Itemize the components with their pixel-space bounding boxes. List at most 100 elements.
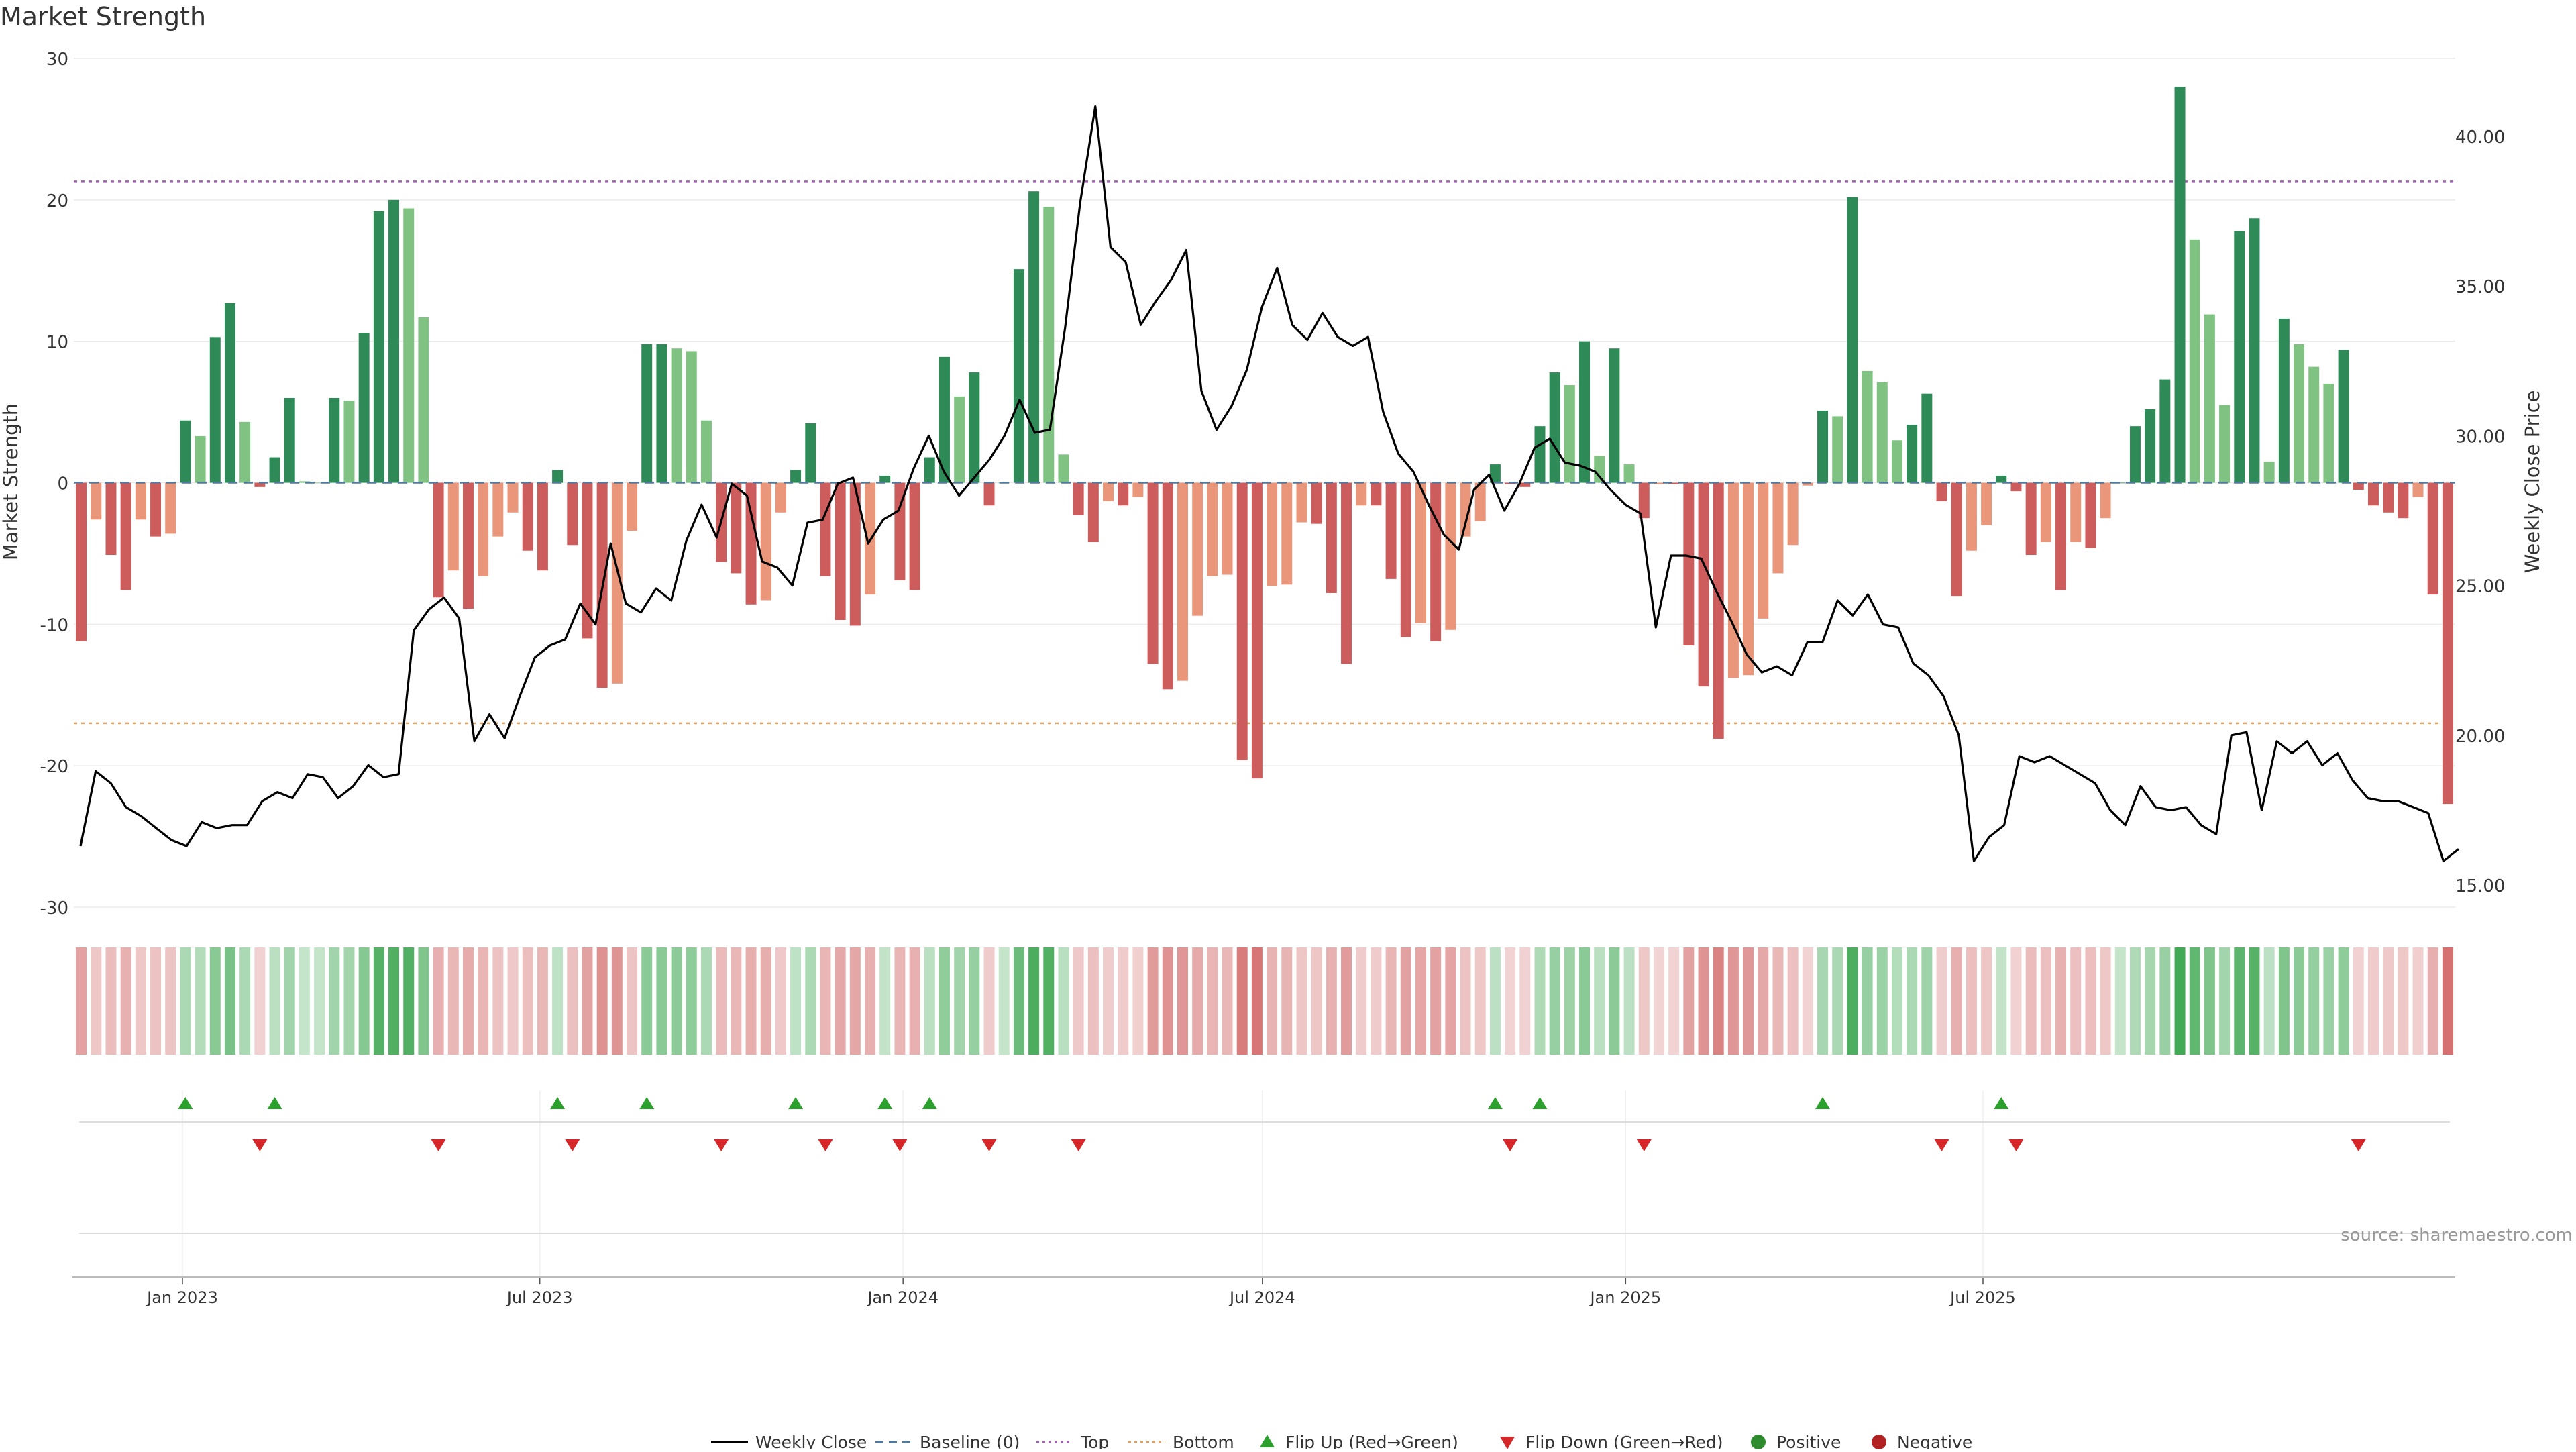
strength-bar [209, 337, 221, 483]
weekly-close-line [79, 105, 2459, 862]
y2-tick-label: 25.00 [2455, 577, 2505, 597]
threshold-lines [74, 180, 2455, 725]
strength-bar [2025, 482, 2037, 556]
flip-up-marker [639, 1097, 655, 1109]
legend-label: Flip Down (Green→Red) [1525, 1433, 1723, 1449]
strength-bar [1594, 456, 1605, 483]
strength-bar [1564, 385, 1575, 483]
heat-cell [1400, 947, 1411, 1055]
grid [74, 58, 2455, 1285]
heat-cell [2353, 947, 2364, 1055]
strength-bar [2278, 318, 2290, 483]
strength-bar [299, 481, 310, 483]
flip-up-marker [1487, 1097, 1503, 1109]
heat-cell [671, 947, 682, 1055]
heat-cell [1474, 947, 1486, 1055]
heat-cell [1489, 947, 1501, 1055]
strength-bar [1326, 482, 1337, 593]
heat-cell [91, 947, 102, 1055]
strength-bar [641, 344, 653, 483]
heat-cell [1966, 947, 1977, 1055]
heat-cell [433, 947, 444, 1055]
strength-bars [76, 87, 2453, 805]
strength-bar [1192, 482, 1203, 616]
strength-bar [2308, 366, 2320, 483]
strength-bar [418, 317, 429, 483]
heat-cell [1445, 947, 1456, 1055]
legend-label: Flip Up (Red→Green) [1285, 1433, 1458, 1449]
heat-cell [1236, 947, 1248, 1055]
heat-cell [2294, 947, 2305, 1055]
y2-tick-label: 40.00 [2455, 127, 2505, 148]
flip-down-marker [565, 1139, 580, 1151]
flip-down-marker [2008, 1139, 2024, 1151]
x-tick-label: Jul 2025 [1949, 1288, 2016, 1307]
heat-cell [1177, 947, 1188, 1055]
flip-down-marker [1636, 1139, 1652, 1151]
y2-tick-label: 30.00 [2455, 427, 2505, 447]
flip-down-marker [2351, 1139, 2366, 1151]
strength-bar [1474, 482, 1486, 521]
strength-bar [2249, 218, 2260, 483]
strength-bar [462, 482, 474, 609]
strength-bar [1534, 426, 1546, 483]
heat-cell [2219, 947, 2231, 1055]
heat-cell [1534, 947, 1546, 1055]
strength-bar [656, 344, 667, 483]
heat-cell [1118, 947, 1129, 1055]
heat-cell [1281, 947, 1293, 1055]
heat-cell [209, 947, 221, 1055]
strength-bar [1787, 482, 1799, 546]
strength-bar [2204, 314, 2215, 483]
heat-cell [195, 947, 206, 1055]
heat-cell [1564, 947, 1575, 1055]
heat-cell [924, 947, 935, 1055]
heat-cell [1594, 947, 1605, 1055]
strength-bar [1623, 464, 1635, 483]
heat-cell [373, 947, 384, 1055]
heat-cell [1311, 947, 1322, 1055]
strength-bar [2174, 87, 2186, 483]
strength-bar [2323, 383, 2334, 483]
strength-bar [1489, 464, 1501, 483]
heat-cell [2442, 947, 2453, 1055]
strength-bar [1267, 482, 1278, 586]
strength-bar [924, 457, 935, 483]
strength-bar [1907, 425, 1918, 483]
heat-cell [2204, 947, 2215, 1055]
heat-cell [254, 947, 266, 1055]
heat-cell [1951, 947, 1962, 1055]
y-tick-label: -30 [40, 898, 68, 919]
heat-cell [1043, 947, 1055, 1055]
heat-cell [716, 947, 727, 1055]
y2-axis-label: Weekly Close Price [2521, 391, 2544, 574]
strength-bar [2010, 482, 2022, 492]
flip-up-marker [267, 1097, 282, 1109]
strength-bar [2427, 482, 2438, 595]
flip-up-marker [550, 1097, 566, 1109]
heat-cell [1921, 947, 1933, 1055]
strength-bar [1668, 482, 1680, 484]
strength-bar [373, 211, 384, 483]
heat-cell [909, 947, 920, 1055]
heat-cell [2159, 947, 2171, 1055]
heat-cell [2100, 947, 2111, 1055]
heat-cell [1638, 947, 1650, 1055]
heat-cell [1668, 947, 1680, 1055]
heat-cell [2338, 947, 2349, 1055]
heat-cell [775, 947, 786, 1055]
strength-bar [611, 482, 623, 684]
legend-triangle-up-icon [1260, 1435, 1275, 1447]
heat-cell [1623, 947, 1635, 1055]
strength-bar [2100, 482, 2111, 519]
heat-cell [1087, 947, 1099, 1055]
heat-cell [2263, 947, 2275, 1055]
strength-bar [1966, 482, 1977, 551]
legend: Weekly Close Baseline (0) Top Bottom Flip Up… [711, 1433, 1972, 1452]
legend-item: Flip Down (Green→Red) [1500, 1433, 1723, 1452]
heat-cell [2278, 947, 2290, 1055]
heat-cell [998, 947, 1010, 1055]
heat-cell [983, 947, 995, 1055]
strength-bar [686, 351, 697, 483]
heat-cell [2398, 947, 2409, 1055]
